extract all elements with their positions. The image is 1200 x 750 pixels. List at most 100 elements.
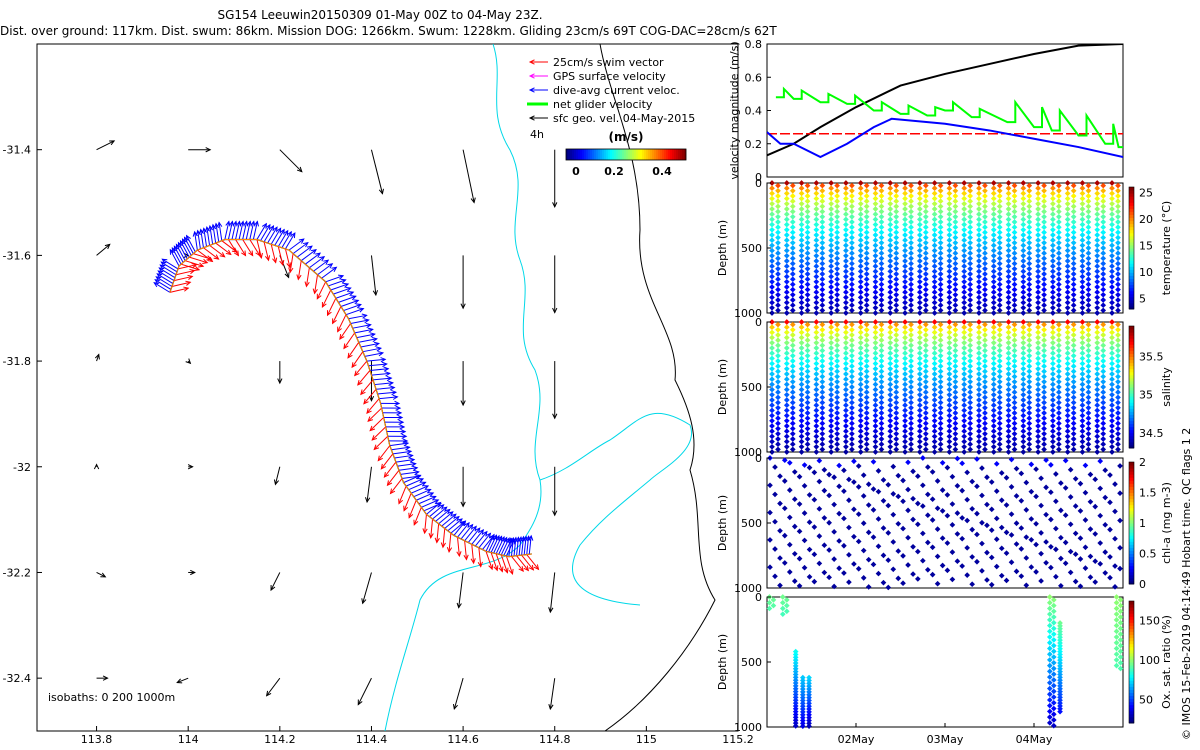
- colorbar-cell: [1129, 429, 1134, 434]
- colorbar-cell: [1129, 501, 1134, 506]
- colorbar-cell: [568, 149, 571, 160]
- data-point: [857, 304, 864, 311]
- data-point: [849, 265, 855, 272]
- colorbar-cell: [682, 149, 685, 160]
- dac-vector: [408, 481, 427, 491]
- data-point: [813, 200, 820, 207]
- colorbar-tick-label: 1.5: [1139, 487, 1157, 500]
- colorbar-cell: [1129, 683, 1134, 687]
- dac-vector: [186, 234, 196, 253]
- data-point: [804, 219, 811, 225]
- swim-vector: [371, 426, 387, 441]
- data-point: [834, 239, 840, 246]
- data-point: [878, 198, 885, 205]
- data-point: [813, 237, 820, 244]
- data-point: [872, 273, 879, 280]
- data-point: [857, 206, 864, 212]
- dac-vector: [464, 525, 477, 542]
- data-point: [863, 224, 870, 231]
- colorbar-cell: [1129, 631, 1134, 636]
- data-point: [819, 302, 826, 309]
- colorbar-cell: [1129, 432, 1134, 437]
- dac-vector: [498, 536, 508, 555]
- dac-vector: [394, 453, 414, 459]
- data-point: [783, 289, 790, 296]
- colorbar-cell: [1129, 652, 1134, 657]
- dac-vector: [474, 530, 488, 547]
- swim-vector: [383, 461, 397, 478]
- data-point: [872, 216, 879, 223]
- data-point: [872, 211, 879, 218]
- data-point: [813, 247, 820, 254]
- colorbar-cell: [1129, 278, 1134, 283]
- colorbar-cell: [1129, 619, 1134, 623]
- data-point: [893, 193, 900, 199]
- data-point: [819, 182, 826, 189]
- data-point: [872, 289, 879, 296]
- section-axes-frame: [766, 182, 1124, 314]
- depth-tick-label: 0: [755, 177, 762, 190]
- colorbar-cell: [624, 149, 627, 160]
- colorbar-cell: [628, 149, 631, 160]
- data-point: [775, 307, 781, 314]
- swim-vector: [203, 247, 220, 260]
- colorbar-tick-label: 2: [1139, 456, 1146, 469]
- colorbar-cell: [1129, 187, 1134, 191]
- colorbar-cell: [1129, 390, 1134, 394]
- data-point: [783, 195, 790, 202]
- colorbar-cell: [1129, 559, 1134, 564]
- data-point: [872, 268, 879, 275]
- data-point: [775, 286, 781, 293]
- data-point: [843, 284, 849, 290]
- data-point: [798, 226, 805, 233]
- colorbar-cell: [648, 149, 651, 160]
- colorbar-cell: [1129, 393, 1134, 397]
- data-point: [813, 299, 820, 306]
- swim-vector: [270, 244, 278, 264]
- swim-vector: [369, 417, 385, 432]
- legend-label: 25cm/s swim vector: [553, 56, 664, 69]
- data-point: [789, 250, 796, 257]
- colorbar-cell: [1129, 471, 1134, 475]
- data-point: [775, 229, 781, 236]
- colorbar-cell: [1129, 226, 1134, 231]
- velocity-y-tick-label: 0.2: [745, 138, 763, 151]
- data-point: [878, 260, 885, 267]
- colorbar-cell: [1129, 695, 1134, 700]
- data-point: [775, 281, 781, 288]
- colorbar-cell: [1129, 293, 1134, 298]
- data-point: [863, 239, 870, 246]
- data-point: [789, 276, 796, 283]
- data-point: [789, 224, 796, 231]
- dac-vector: [517, 535, 524, 556]
- sfc-velocity-arrow: [187, 464, 194, 470]
- swim-vector: [485, 551, 494, 571]
- dac-vector: [457, 521, 470, 538]
- swim-vector: [500, 554, 509, 574]
- colorbar-cell: [1129, 196, 1134, 200]
- swim-vector: [428, 518, 434, 539]
- dac-vector: [386, 428, 407, 435]
- data-point: [834, 198, 840, 205]
- dac-vector: [392, 449, 413, 455]
- colorbar-cell: [668, 149, 671, 160]
- data-point: [775, 302, 781, 309]
- colorbar-cell: [1129, 701, 1134, 706]
- data-point: [863, 260, 870, 267]
- dac-vector: [380, 400, 401, 407]
- data-point: [872, 294, 879, 301]
- map-x-tick-label: 115: [636, 733, 657, 746]
- depth-tick-label: 500: [741, 656, 762, 669]
- colorbar-cell: [1129, 326, 1134, 330]
- data-point: [789, 260, 796, 267]
- colorbar-cell: [1129, 523, 1134, 527]
- dac-vector: [333, 286, 352, 295]
- colorbar-cell: [1129, 335, 1134, 339]
- data-point: [813, 226, 820, 233]
- map-x-tick-label: 114: [178, 733, 199, 746]
- velocity-y-tick-label: 0.6: [745, 71, 763, 84]
- data-point: [863, 182, 870, 189]
- data-point: [828, 278, 834, 285]
- data-point: [834, 245, 840, 251]
